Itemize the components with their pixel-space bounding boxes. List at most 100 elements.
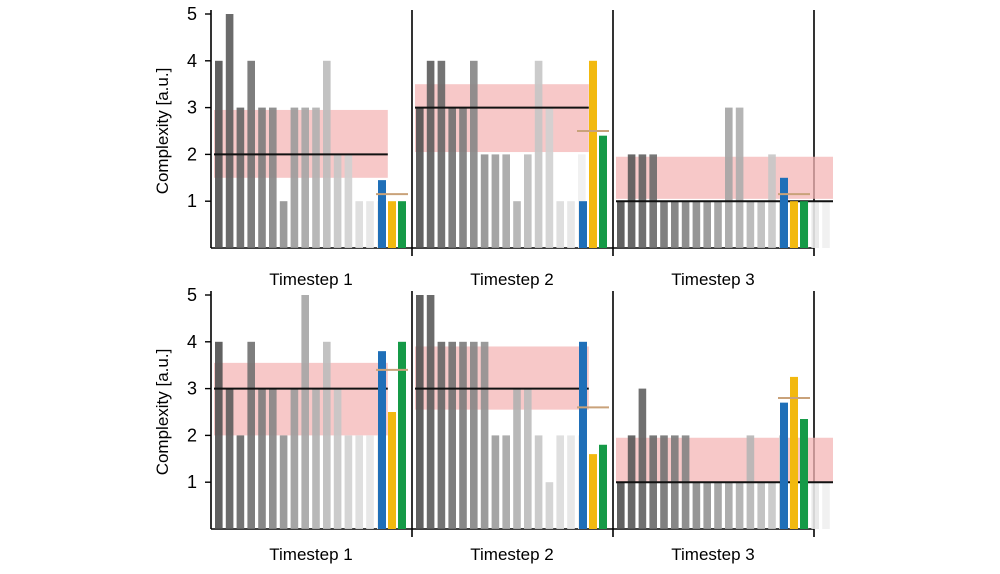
data-bar: [811, 482, 819, 529]
summary-bar-orange: [388, 201, 396, 248]
data-bar: [258, 388, 266, 529]
data-bar: [545, 482, 554, 529]
summary-bar-orange: [790, 376, 798, 529]
data-bar: [513, 388, 521, 529]
data-bar: [681, 201, 690, 248]
data-bar: [638, 388, 647, 529]
data-bar: [459, 107, 467, 248]
data-bar: [301, 107, 309, 248]
data-bar: [416, 295, 424, 529]
data-bar: [312, 388, 320, 529]
summary-bar-green: [398, 341, 406, 529]
timestep-label: Timestep 2: [470, 545, 553, 564]
data-bar: [279, 435, 288, 529]
y-tick-label: 1: [187, 472, 197, 492]
data-bar: [692, 482, 701, 529]
y-tick-label: 5: [187, 285, 197, 305]
data-bar: [258, 107, 266, 248]
data-bar: [757, 482, 765, 529]
data-bar: [524, 154, 532, 248]
data-bar: [714, 201, 722, 248]
summary-bar-blue: [378, 203, 386, 248]
data-bar: [269, 107, 277, 248]
y-tick-label: 4: [187, 332, 197, 352]
data-bar: [323, 341, 331, 529]
summary-bar-green: [599, 135, 607, 248]
y-tick-label: 5: [187, 4, 197, 24]
std-band: [616, 156, 833, 199]
data-bar: [746, 201, 755, 248]
chart-panel-bottom: 1 2 3 4 5 Complexity [a.u.] Timestep 1 Timestep…: [153, 285, 833, 564]
y-tick-label: 2: [187, 144, 197, 164]
data-bar: [426, 295, 435, 529]
data-bar: [279, 201, 288, 248]
data-bar: [556, 435, 564, 529]
timestep-label: Timestep 1: [269, 270, 352, 289]
data-bar: [301, 295, 309, 529]
data-bar: [567, 201, 575, 248]
timestep-label: Timestep 3: [671, 545, 754, 564]
data-bar: [692, 201, 701, 248]
data-bar: [735, 482, 744, 529]
data-bar: [491, 435, 500, 529]
data-bar: [524, 388, 532, 529]
data-bar: [290, 107, 299, 248]
y-tick-label: 2: [187, 425, 197, 445]
summary-bar-blue: [579, 341, 587, 529]
data-bar: [269, 388, 277, 529]
data-bar: [617, 482, 625, 529]
summary-bar-green: [398, 201, 406, 248]
y-tick-label: 1: [187, 191, 197, 211]
data-bar: [344, 154, 353, 248]
data-bar: [470, 60, 478, 248]
summary-bar-orange: [790, 201, 798, 248]
data-bar: [448, 107, 456, 248]
data-bar: [811, 201, 819, 248]
summary-bar-green: [599, 444, 607, 529]
data-bar: [545, 107, 554, 248]
data-bar: [757, 201, 765, 248]
summary-bar-blue: [780, 402, 788, 529]
data-bar: [534, 60, 543, 248]
timestep-label: Timestep 3: [671, 270, 754, 289]
data-bar: [448, 341, 456, 529]
data-bar: [470, 341, 478, 529]
y-axis-title: Complexity [a.u.]: [153, 68, 172, 195]
timestep-label: Timestep 2: [470, 270, 553, 289]
data-bar: [312, 107, 320, 248]
data-bar: [556, 201, 564, 248]
summary-bar-orange: [589, 454, 597, 529]
data-bar: [416, 107, 424, 248]
data-bar: [344, 435, 353, 529]
data-bar: [215, 341, 223, 529]
summary-bar-blue: [780, 200, 788, 248]
y-tick-label: 4: [187, 51, 197, 71]
data-bar: [480, 341, 489, 529]
data-bar: [534, 435, 543, 529]
summary-bar-orange: [388, 412, 396, 529]
data-bar: [333, 154, 342, 248]
data-bar: [513, 201, 521, 248]
data-bar: [225, 388, 234, 529]
data-bar: [660, 201, 668, 248]
summary-bar-blue: [579, 201, 587, 248]
data-bar: [480, 154, 489, 248]
data-bar: [768, 482, 776, 529]
data-bar: [437, 341, 446, 529]
data-bar: [459, 341, 467, 529]
data-bar: [735, 107, 744, 248]
data-bar: [355, 201, 363, 248]
data-bar: [617, 201, 625, 248]
data-bar: [491, 154, 500, 248]
data-bar: [725, 482, 733, 529]
data-bar: [426, 60, 435, 248]
data-bar: [333, 388, 342, 529]
data-bar: [236, 435, 245, 529]
summary-bar-orange: [589, 60, 597, 248]
data-bar: [714, 482, 722, 529]
data-bar: [502, 435, 510, 529]
data-bar: [366, 201, 374, 248]
y-tick-label: 3: [187, 98, 197, 118]
timestep-label: Timestep 1: [269, 545, 352, 564]
